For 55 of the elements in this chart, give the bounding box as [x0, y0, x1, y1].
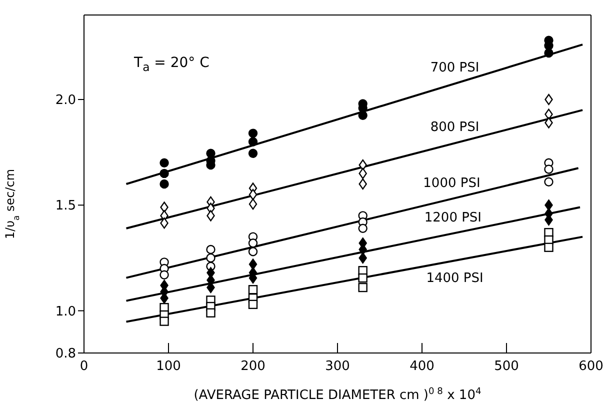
x-tick-label: 300 — [325, 359, 350, 374]
point — [544, 242, 554, 252]
point — [160, 179, 169, 189]
series-label: 1200 PSI — [424, 210, 482, 226]
point — [160, 202, 168, 213]
point — [248, 285, 258, 294]
point — [544, 48, 554, 58]
point — [248, 188, 258, 200]
point — [358, 282, 368, 292]
point — [248, 137, 258, 146]
point — [358, 168, 367, 180]
point — [160, 270, 169, 280]
point — [544, 117, 553, 128]
series-label: 1400 PSI — [426, 270, 484, 286]
series-label: 800 PSI — [430, 120, 480, 136]
point — [206, 308, 216, 318]
x-tick-label: 200 — [240, 359, 266, 374]
point — [248, 258, 258, 270]
y-tick-label: 1.0 — [55, 304, 76, 320]
y-tick-label: 2.0 — [55, 93, 76, 108]
x-tick-label: 0 — [80, 359, 88, 374]
point — [248, 300, 258, 310]
point — [358, 110, 368, 120]
point — [206, 253, 216, 263]
x-tick-label: 100 — [156, 359, 181, 374]
y-tick-label: 1.5 — [55, 198, 76, 214]
point — [248, 128, 258, 138]
point — [160, 158, 169, 168]
series-label: 1000 PSI — [423, 176, 480, 191]
point — [358, 224, 368, 233]
point — [544, 164, 554, 174]
point — [358, 252, 367, 264]
series-label: 700 PSI — [430, 60, 480, 76]
point — [248, 148, 258, 158]
point — [544, 94, 553, 106]
point — [544, 108, 553, 120]
point — [160, 168, 169, 178]
x-tick-label: 500 — [494, 359, 519, 374]
point — [206, 148, 216, 158]
point — [544, 177, 554, 186]
point — [358, 159, 367, 171]
point — [160, 217, 168, 229]
point — [160, 316, 169, 326]
point — [248, 247, 258, 256]
x-tick-label: 400 — [410, 359, 434, 374]
point — [544, 200, 553, 211]
point — [248, 198, 258, 210]
annotation: T$_{a}$ = 20° C — [134, 55, 210, 74]
x-tick-label: 600 — [578, 359, 604, 374]
point — [358, 273, 368, 283]
point — [358, 178, 367, 190]
point — [206, 244, 216, 254]
y-tick-label: 0.8 — [55, 346, 76, 362]
point — [206, 210, 215, 222]
x-axis-title: (AVERAGE PARTICLE DIAMETER cm )$^{0 8}$ x 10$^{4}$ — [194, 387, 482, 403]
